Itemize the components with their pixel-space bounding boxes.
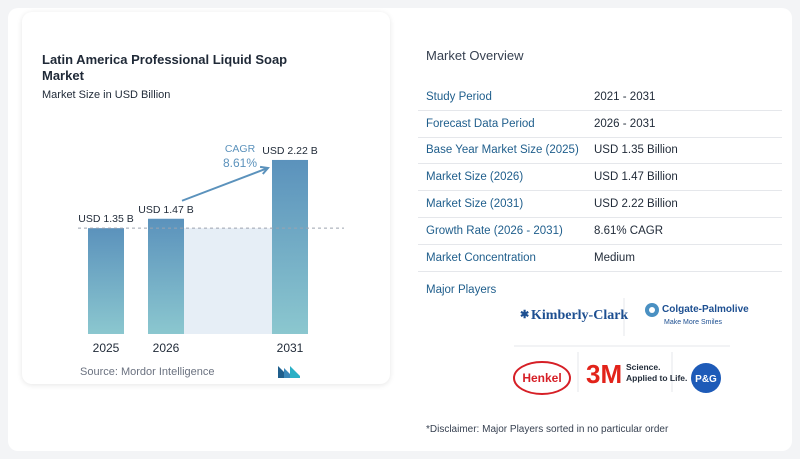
data-label-2031: USD 2.22 B [262, 145, 317, 157]
three-m-tagline-2: Applied to Life. [626, 373, 687, 383]
row-value: 2026 - 2031 [594, 117, 656, 130]
overview-title: Market Overview [426, 48, 524, 63]
data-label-2025: USD 1.35 B [78, 213, 133, 225]
row-value: Medium [594, 251, 635, 264]
table-row: Market Size (2026) USD 1.47 Billion [418, 164, 782, 192]
colgate-text: Colgate-Palmolive [662, 304, 749, 315]
cagr-arrow-head [259, 165, 270, 175]
source-text: Source: Mordor Intelligence [80, 366, 215, 378]
pg-logo: P&G [691, 363, 721, 393]
pg-text: P&G [695, 374, 717, 385]
colgate-tagline: Make More Smiles [664, 319, 722, 326]
cagr-label: CAGR [225, 143, 256, 155]
market-overview-panel: Market Overview Study Period 2021 - 2031 … [418, 0, 782, 459]
major-players-logos: ✱ Kimberly-Clark Colgate-Palmolive Make … [513, 298, 749, 395]
bar-2025 [88, 228, 124, 334]
table-row: Base Year Market Size (2025) USD 1.35 Bil… [418, 138, 782, 165]
bar-chart: USD 1.35 B 2025 USD 1.47 B 2026 USD 2.22 B 20… [78, 143, 344, 355]
row-value: 2021 - 2031 [594, 90, 656, 103]
x-tick-label-2026: 2026 [153, 341, 180, 355]
henkel-logo: Henkel [513, 361, 571, 395]
row-key: Growth Rate (2026 - 2031) [426, 224, 563, 237]
row-key: Base Year Market Size (2025) [426, 144, 579, 157]
chart-subtitle: Market Size in USD Billion [42, 89, 171, 101]
bar-2031 [272, 159, 308, 334]
overview-table: Study Period 2021 - 2031 Forecast Data Pe… [418, 84, 782, 272]
table-row: Forecast Data Period 2026 - 2031 [418, 111, 782, 138]
data-label-2026: USD 1.47 B [138, 204, 193, 216]
row-key: Market Size (2026) [426, 171, 524, 184]
major-players-title: Major Players [426, 284, 497, 296]
colgate-palmolive-logo: Colgate-Palmolive Make More Smiles [645, 303, 749, 326]
bar-2026 [148, 218, 184, 334]
row-key: Market Size (2031) [426, 198, 524, 211]
row-key: Forecast Data Period [426, 117, 535, 130]
table-row: Market Size (2031) USD 2.22 Billion [418, 191, 782, 218]
kimberly-clark-text: Kimberly-Clark [531, 308, 628, 323]
svg-text:✱: ✱ [520, 309, 529, 321]
row-value: USD 1.47 Billion [594, 171, 678, 184]
table-row: Study Period 2021 - 2031 [418, 84, 782, 111]
cagr-arrow [181, 167, 269, 202]
three-m-text: 3M [586, 359, 622, 389]
x-tick-label-2025: 2025 [93, 341, 120, 355]
table-row: Growth Rate (2026 - 2031) 8.61% CAGR [418, 218, 782, 245]
row-key: Market Concentration [426, 251, 536, 264]
henkel-text: Henkel [522, 371, 561, 385]
row-value: 8.61% CAGR [594, 224, 664, 237]
row-key: Study Period [426, 90, 492, 103]
mordor-logo-icon [278, 366, 300, 378]
row-value: USD 1.35 Billion [594, 144, 678, 157]
chart-card: Latin America Professional Liquid Soap M… [22, 12, 390, 384]
cagr-value: 8.61% [223, 156, 257, 170]
disclaimer-text: *Disclaimer: Major Players sorted in no … [426, 424, 669, 435]
three-m-tagline-1: Science. [626, 362, 661, 372]
row-value: USD 2.22 Billion [594, 198, 678, 211]
x-tick-label-2031: 2031 [277, 341, 304, 355]
three-m-logo: 3M Science. Applied to Life. [586, 359, 687, 389]
table-row: Market Concentration Medium [418, 245, 782, 272]
kimberly-clark-logo: ✱ Kimberly-Clark [520, 308, 628, 323]
shaded-area [184, 228, 272, 334]
chart-title: Latin America Professional Liquid Soap M… [42, 52, 288, 83]
